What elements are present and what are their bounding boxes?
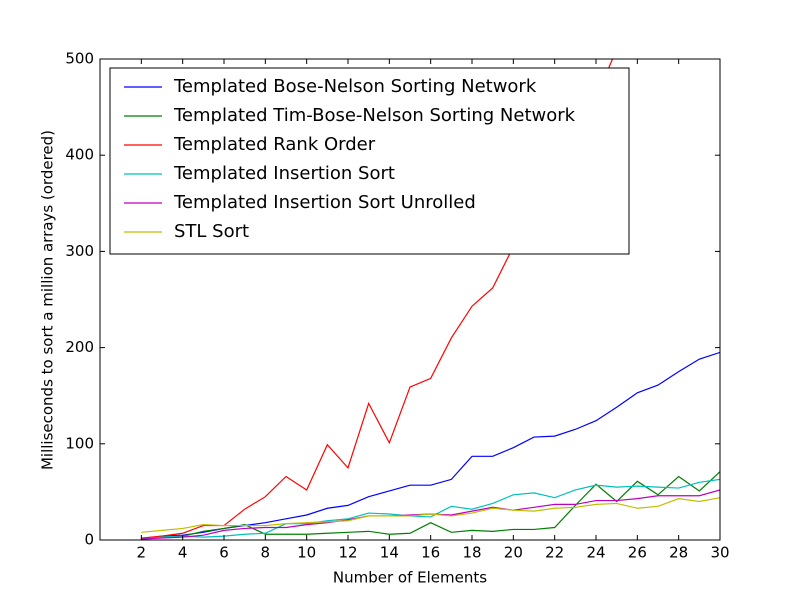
series-line (141, 351, 720, 540)
legend-label: Templated Bose-Nelson Sorting Network (173, 76, 537, 97)
x-tick-label: 4 (178, 544, 188, 562)
legend-label: STL Sort (174, 221, 249, 242)
legend-label: Templated Insertion Sort Unrolled (173, 192, 476, 213)
series-line (141, 59, 614, 539)
x-tick-label: 30 (710, 544, 729, 562)
x-tick-label: 24 (586, 544, 605, 562)
x-tick-label: 28 (669, 544, 688, 562)
y-tick-label: 0 (84, 531, 94, 549)
x-tick-label: 12 (338, 544, 357, 562)
x-tick-label: 2 (137, 544, 147, 562)
x-tick-label: 26 (628, 544, 647, 562)
legend-box (109, 67, 630, 255)
plot-frame (99, 58, 721, 541)
series-line (141, 478, 720, 540)
y-tick-label: 300 (65, 242, 94, 260)
plot-lines (141, 59, 720, 540)
x-tick-label: 18 (462, 544, 481, 562)
x-axis-label: Number of Elements (333, 569, 487, 587)
series-line (141, 497, 720, 533)
legend-label: Templated Insertion Sort (173, 163, 395, 184)
legend-label: Templated Rank Order (173, 134, 376, 155)
x-tick-label: 20 (504, 544, 523, 562)
y-tick-label: 200 (65, 338, 94, 356)
y-tick-label: 400 (65, 146, 94, 164)
y-tick-label: 100 (65, 434, 94, 452)
x-tick-label: 8 (261, 544, 271, 562)
x-tick-label: 14 (380, 544, 399, 562)
legend-label: Templated Tim-Bose-Nelson Sorting Networ… (173, 105, 576, 126)
y-axis-label: Milliseconds to sort a million arrays (o… (39, 130, 57, 470)
x-tick-label: 10 (297, 544, 316, 562)
x-tick-label: 22 (545, 544, 564, 562)
x-tick-label: 16 (421, 544, 440, 562)
y-tick-label: 500 (65, 50, 94, 68)
x-tick-label: 6 (219, 544, 229, 562)
